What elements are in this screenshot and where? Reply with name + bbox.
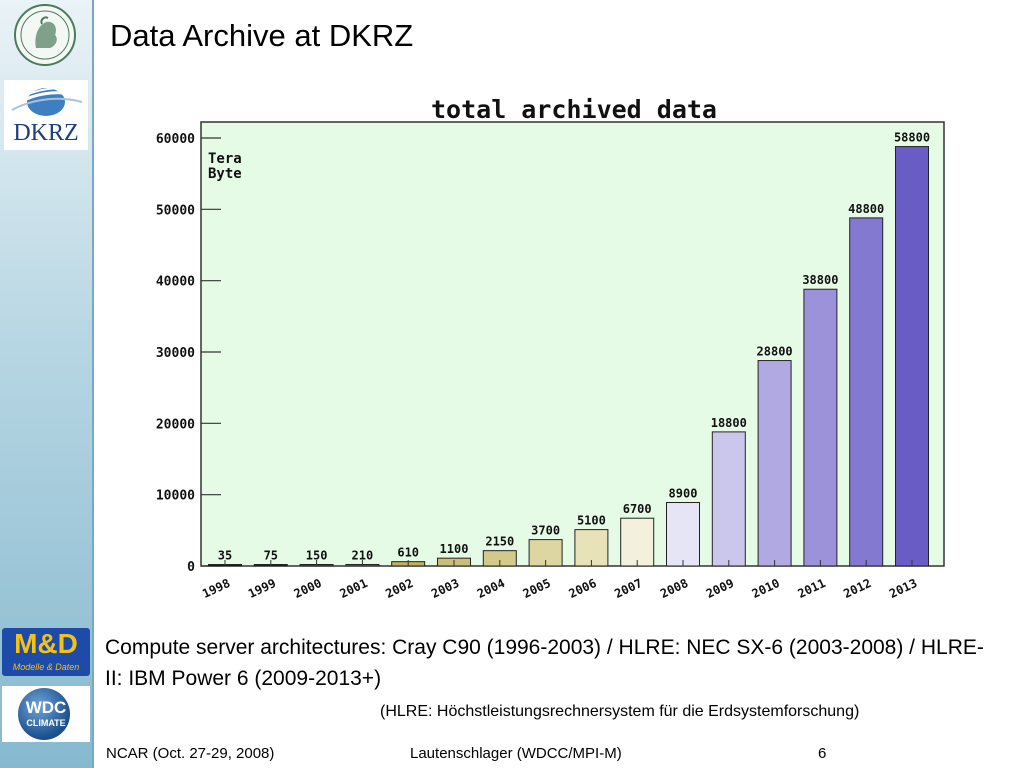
unit-label-line-2: Byte	[208, 166, 242, 182]
data-label: 28800	[757, 345, 793, 359]
chart-title: total archived data	[431, 95, 717, 124]
architecture-caption: Compute server architectures: Cray C90 (…	[105, 636, 984, 690]
data-label: 1100	[440, 542, 469, 556]
unit-label-line-1: Tera	[208, 151, 242, 167]
footer-left: NCAR (Oct. 27-29, 2008)	[106, 745, 275, 762]
bar-2013	[895, 146, 929, 567]
bar-2009	[711, 431, 746, 567]
sidebar: DKRZ M&D Modelle & Daten WDC CLIMATE	[0, 0, 94, 768]
data-label: 35	[218, 549, 232, 563]
bar-2011	[803, 288, 838, 567]
x-tick-label: 2008	[658, 576, 690, 600]
md-logo-text: M&D	[14, 628, 78, 659]
bar-2012	[849, 217, 884, 567]
x-tick-label: 2010	[750, 576, 782, 600]
y-tick-label: 60000	[156, 132, 195, 147]
y-tick-label: 30000	[156, 346, 195, 361]
page-number: 6	[818, 745, 827, 762]
x-tick-label: 1998	[200, 576, 232, 600]
dkrz-logo-icon	[11, 87, 83, 116]
mpg-seal-icon	[14, 4, 76, 66]
bar-2008	[666, 502, 700, 567]
bar-2010	[757, 360, 792, 567]
y-axis: 0 10000 20000 30000 40000 50000 60000	[156, 132, 221, 575]
y-tick-label: 50000	[156, 203, 195, 218]
x-tick-label: 2000	[292, 576, 324, 600]
x-tick-label: 1999	[246, 576, 278, 600]
x-tick-label: 2007	[612, 576, 644, 600]
wdc-logo-text: WDC	[25, 698, 67, 717]
x-tick-label: 2011	[796, 576, 828, 600]
data-label: 38800	[802, 273, 838, 287]
wdc-logo-subtext: CLIMATE	[26, 718, 66, 728]
bar-2007	[620, 517, 655, 567]
y-tick-label: 40000	[156, 275, 195, 290]
bar-2006	[574, 529, 609, 567]
data-label: 48800	[848, 202, 884, 216]
x-tick-label: 2002	[383, 576, 415, 600]
md-logo-subtext: Modelle & Daten	[12, 662, 80, 672]
data-label: 610	[397, 546, 419, 560]
data-label: 58800	[894, 131, 930, 145]
data-label: 8900	[669, 487, 698, 501]
x-tick-label: 2003	[429, 576, 461, 600]
y-tick-label: 20000	[156, 417, 195, 432]
dkrz-logo-text: DKRZ	[13, 120, 79, 146]
md-logo-icon: M&D Modelle & Daten	[2, 628, 90, 676]
bars: 35 75 150 210 610 1100 2150 3700 5100 6700 8900 188…	[208, 131, 930, 567]
x-tick-label: 2001	[338, 576, 370, 600]
y-tick-label: 10000	[156, 489, 195, 504]
data-label: 3700	[531, 524, 560, 538]
hlre-note: (HLRE: Höchstleistungsrechnersystem für …	[380, 703, 860, 720]
data-label: 2150	[485, 535, 514, 549]
wdc-climate-logo-icon: WDC CLIMATE	[2, 686, 90, 742]
y-tick-label: 0	[187, 560, 195, 575]
slide-title: Data Archive at DKRZ	[110, 18, 414, 53]
x-tick-label: 2006	[567, 576, 599, 600]
data-label: 75	[264, 549, 278, 563]
data-label: 150	[306, 549, 328, 563]
bar-chart: total archived data Tera Byte 0 10000 2000…	[156, 95, 945, 600]
footer-center: Lautenschlager (WDCC/MPI-M)	[410, 745, 622, 762]
data-label: 6700	[623, 502, 652, 516]
data-label: 5100	[577, 514, 606, 528]
dkrz-logo: DKRZ	[4, 80, 88, 150]
x-tick-label: 2005	[521, 576, 553, 600]
x-tick-label: 2012	[841, 576, 873, 600]
x-tick-label: 2013	[887, 576, 919, 600]
data-label: 210	[352, 549, 374, 563]
data-label: 18800	[711, 416, 747, 430]
x-tick-label: 2004	[475, 576, 507, 600]
x-tick-label: 2009	[704, 576, 736, 600]
